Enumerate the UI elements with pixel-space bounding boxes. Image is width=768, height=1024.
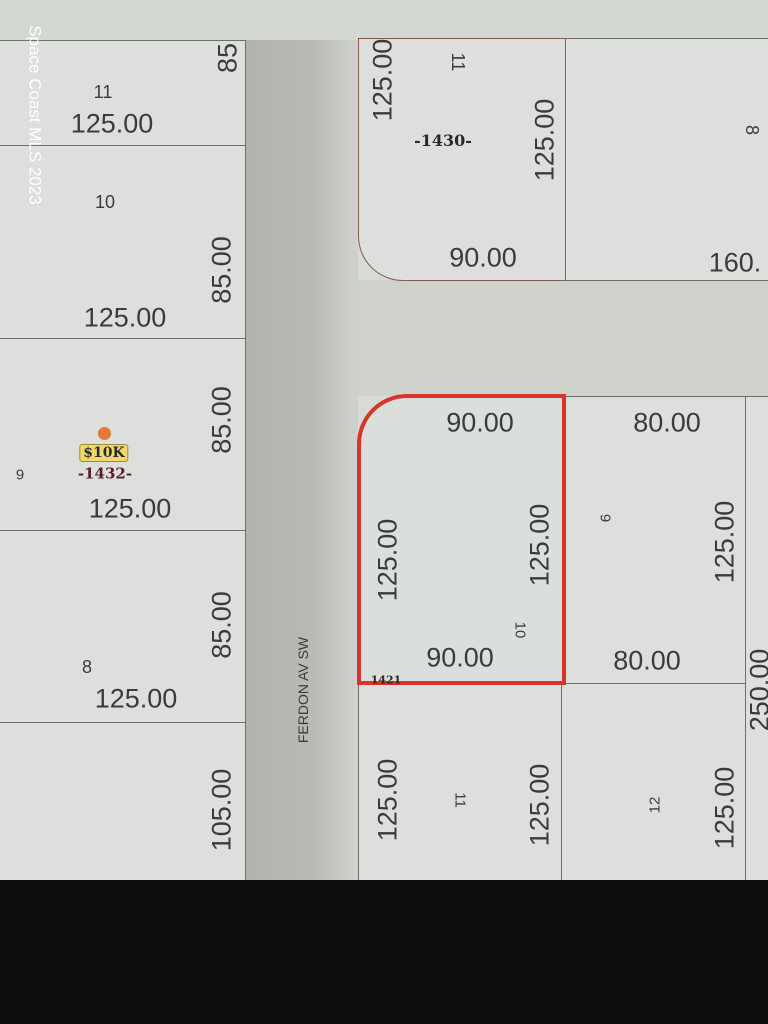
dimension-label: 90.00 xyxy=(426,642,494,673)
dimension-label: 125.00 xyxy=(709,766,740,850)
price-badge[interactable]: $10K xyxy=(79,444,129,462)
dimension-label: 90.00 xyxy=(446,407,514,438)
lot-9-right[interactable] xyxy=(564,396,746,684)
lot-10-left[interactable] xyxy=(0,145,246,339)
lot-number: 9 xyxy=(15,466,25,484)
watermark: Space Coast MLS 2023 xyxy=(25,25,45,205)
lot-number: 9 xyxy=(596,513,614,523)
dimension-label: 85.00 xyxy=(206,386,237,454)
lot-number: 11 xyxy=(451,792,469,808)
dimension-label: 125.00 xyxy=(372,758,403,842)
lot-11-left[interactable] xyxy=(0,40,246,146)
parcel-id: -1430- xyxy=(414,131,472,150)
dimension-label: 125.00 xyxy=(524,763,555,847)
lot-number: 8 xyxy=(742,124,762,136)
dimension-label: 160. xyxy=(708,247,762,278)
lot-number: 11 xyxy=(448,52,468,72)
dimension-label: 90.00 xyxy=(449,242,517,273)
dimension-label: 250.00 xyxy=(744,648,768,732)
lot-number: 12 xyxy=(646,796,664,814)
road-ferdon-av-sw xyxy=(246,40,358,882)
dimension-label: 125.00 xyxy=(94,683,178,714)
dimension-label: 105.00 xyxy=(206,768,237,852)
road-cross-street xyxy=(358,280,768,396)
dimension-label: 85.00 xyxy=(206,591,237,659)
lot-9-left[interactable] xyxy=(0,338,246,531)
lot-number: 8 xyxy=(81,657,93,677)
lot-number: 11 xyxy=(93,82,113,102)
lot-8-left[interactable] xyxy=(0,530,246,723)
parcel-id: -1432- xyxy=(77,464,133,483)
lot-11-upper[interactable] xyxy=(358,38,566,281)
dimension-label: 125.00 xyxy=(70,108,154,139)
dimension-label: 125.00 xyxy=(367,38,398,122)
parcel-id: 1421 xyxy=(370,673,402,687)
dimension-label: 85.00 xyxy=(206,236,237,304)
dimension-label: 85 xyxy=(212,42,243,74)
screen-bezel-bottom xyxy=(0,880,768,1024)
lot-12-lower[interactable] xyxy=(561,683,746,887)
dimension-label: 125.00 xyxy=(372,518,403,602)
lot-number: 10 xyxy=(94,192,116,212)
lot-11-lower[interactable] xyxy=(358,683,562,887)
top-strip xyxy=(0,0,768,40)
dimension-label: 125.00 xyxy=(709,500,740,584)
dimension-label: 80.00 xyxy=(633,407,701,438)
lot-far-right[interactable] xyxy=(745,396,768,886)
lot-8-upper[interactable] xyxy=(565,38,768,281)
dimension-label: 125.00 xyxy=(524,503,555,587)
lot-7-left[interactable] xyxy=(0,722,246,882)
dimension-label: 125.00 xyxy=(529,98,560,182)
dot-marker-icon[interactable] xyxy=(98,427,111,440)
dimension-label: 125.00 xyxy=(83,302,167,333)
lot-number: 10 xyxy=(511,621,529,639)
road-label: FERDON AV SW xyxy=(295,636,311,744)
dimension-label: 80.00 xyxy=(613,645,681,676)
dimension-label: 125.00 xyxy=(88,493,172,524)
selected-parcel-lot-10[interactable] xyxy=(357,394,566,685)
